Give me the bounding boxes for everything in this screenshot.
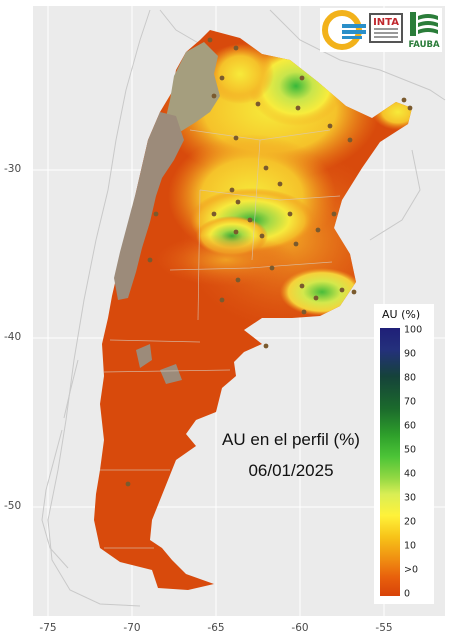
institution-logos: INTA FAUBA <box>320 8 442 52</box>
map-caption-title: AU en el perfil (%) <box>222 430 360 449</box>
province-boundaries <box>100 129 341 549</box>
legend-colorbar <box>380 328 400 596</box>
inta-logo-text: INTA <box>373 17 399 28</box>
no-data-areas <box>114 42 220 384</box>
legend-label: 60 <box>404 420 417 432</box>
lat-tick-label: -40 <box>4 331 22 343</box>
legend-label: >0 <box>404 564 419 576</box>
lon-tick-label: -60 <box>291 622 309 634</box>
legend-label: 20 <box>404 516 417 528</box>
legend-label: 90 <box>404 348 417 360</box>
lon-tick-label: -55 <box>375 622 393 634</box>
orgs-logo-icon <box>322 10 366 50</box>
neighbor-borders <box>41 9 446 607</box>
legend-label: 30 <box>404 492 417 504</box>
legend-label: 70 <box>404 396 417 408</box>
moisture-field <box>156 40 412 330</box>
inta-logo: INTA <box>369 13 403 43</box>
map-caption-date: 06/01/2025 <box>248 461 334 480</box>
legend-title: AU (%) <box>382 308 421 321</box>
legend-label: 80 <box>404 372 417 384</box>
station-points <box>125 37 413 487</box>
legend-label: 10 <box>404 540 417 552</box>
lon-tick-label: -70 <box>123 622 141 634</box>
color-legend: AU (%) 100 90 80 70 60 50 40 30 20 10 >0 0 <box>374 304 434 604</box>
fauba-logo: FAUBA <box>408 10 440 50</box>
legend-label: 40 <box>404 468 417 480</box>
fauba-logo-text: FAUBA <box>408 40 440 50</box>
legend-label: 0 <box>404 588 411 600</box>
lat-tick-label: -30 <box>4 163 22 175</box>
lon-tick-label: -75 <box>39 622 57 634</box>
fauba-leaf-icon <box>410 12 438 36</box>
legend-label: 100 <box>404 324 423 336</box>
legend-label: 50 <box>404 444 417 456</box>
lat-tick-label: -50 <box>4 500 22 512</box>
lon-tick-label: -65 <box>207 622 225 634</box>
